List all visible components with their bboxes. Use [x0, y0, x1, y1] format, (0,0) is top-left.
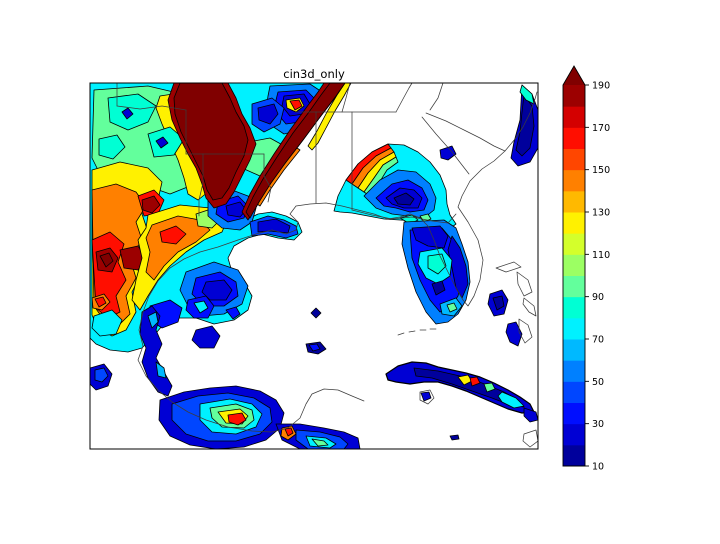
contour-fill [257, 103, 279, 125]
colorbar-segment [563, 423, 585, 446]
contour-fill [492, 295, 505, 311]
contour-fill [227, 412, 247, 426]
colorbar-segment [563, 212, 585, 234]
colorbar-segment [563, 402, 585, 425]
colorbar-tick-label: 110 [592, 250, 610, 261]
plot-title: cin3d_only [283, 67, 345, 81]
contour-fill [393, 192, 415, 206]
colorbar-segment [563, 381, 585, 403]
colorbar-tick-label: 50 [592, 377, 604, 388]
coastline-mexico [137, 239, 365, 433]
contour-fill [515, 94, 535, 157]
contour-fill [411, 225, 449, 249]
contour-fill [469, 376, 481, 387]
contour-fill [308, 343, 321, 352]
state-border [116, 105, 187, 111]
map-axes [89, 82, 539, 450]
contour-fill [121, 107, 134, 120]
contour-fill [94, 367, 109, 383]
colorbar-tick-label: 10 [592, 462, 604, 473]
state-border [391, 213, 457, 224]
island-outline [522, 429, 538, 448]
state-border [351, 209, 393, 220]
state-border [425, 112, 506, 152]
state-border [263, 153, 272, 203]
contour-fill [193, 300, 209, 314]
colorbar-segment [563, 254, 585, 276]
island-outline [516, 271, 533, 297]
contour-fill [483, 382, 496, 393]
contour-fill [99, 252, 114, 268]
state-border [341, 83, 351, 113]
colorbar-tick-label: 190 [592, 81, 610, 92]
contour-fill [497, 391, 525, 409]
contour-fill [446, 302, 458, 313]
contour-fill [155, 136, 169, 149]
colorbar-segment [563, 148, 585, 171]
contour-fill [191, 325, 221, 349]
colorbar-segment [563, 360, 585, 382]
colorbar-segment [563, 275, 585, 298]
island-outline [419, 389, 435, 405]
state-border [421, 116, 470, 175]
florida-keys [397, 328, 437, 336]
coastlines-and-borders [116, 83, 538, 448]
colorbar-segment [563, 127, 585, 149]
contour-fill [505, 321, 523, 347]
coastline-us [237, 91, 538, 307]
colorbar-tick-label: 90 [592, 292, 604, 303]
max-saturation-band [245, 83, 346, 219]
colorbar-border [562, 65, 586, 467]
state-border [395, 83, 413, 113]
state-border [198, 153, 204, 217]
colorbar-segment [563, 169, 585, 192]
contour-fill [147, 311, 159, 329]
gulf-speck [310, 307, 322, 319]
colorbar-segment [563, 85, 585, 107]
colorbar-extend-arrow [563, 66, 585, 85]
colorbar: 10 30 50 70 90 110 130 150 170 190 [562, 65, 610, 473]
colorbar-tick-label: 130 [592, 208, 610, 219]
island-outline [522, 297, 537, 317]
colorbar-tick-label: 170 [592, 123, 610, 134]
island-outline [518, 318, 533, 344]
colorbar-tick-label: 70 [592, 335, 604, 346]
colorbar-segment [563, 444, 585, 467]
contour-fill [289, 99, 303, 111]
contour-fill [94, 296, 107, 308]
island-outline [495, 261, 522, 273]
colorbar-segment [563, 106, 585, 128]
contour-fill [431, 280, 446, 296]
contour-fill [141, 195, 161, 214]
contour-fill [159, 225, 187, 245]
contour-fill [225, 306, 241, 320]
state-border [429, 83, 444, 111]
colorbar-segment [563, 190, 585, 213]
colorbar-segment [563, 339, 585, 361]
contour-fill [311, 438, 329, 447]
contour-fill [420, 391, 432, 402]
axes-border [89, 82, 539, 450]
contour-fill [91, 309, 123, 337]
contour-fill [98, 134, 126, 160]
contour-fill [307, 83, 352, 151]
contour-fill [107, 93, 157, 131]
colorbar-segment [563, 296, 585, 319]
contour-fill [284, 427, 294, 437]
contour-fill [439, 145, 457, 161]
contour-fill [155, 361, 167, 379]
contour-fill [519, 84, 535, 105]
colorbar-tick-label: 30 [592, 419, 604, 430]
contour-fill [523, 407, 538, 423]
max-saturation-blob [173, 83, 249, 201]
colorbar-segment [563, 233, 585, 255]
colorbar-segment [563, 317, 585, 340]
contour-fills [90, 83, 538, 449]
contour-fill [449, 434, 460, 441]
colorbar-tick-label: 150 [592, 165, 610, 176]
contour-fill [201, 279, 233, 301]
